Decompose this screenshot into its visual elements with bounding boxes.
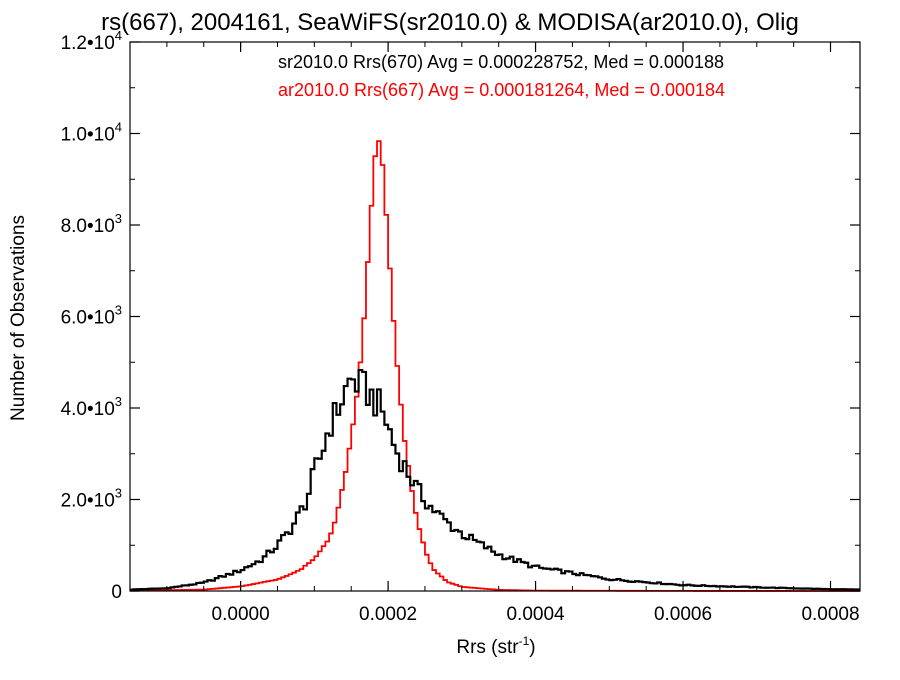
- series-layer: [130, 140, 860, 592]
- x-tick-label: 0.0008: [801, 604, 859, 625]
- y-tick-exponent: 4: [115, 28, 122, 43]
- y-tick-mantissa: 0: [111, 582, 122, 603]
- x-tick-label: 0.0006: [654, 604, 712, 625]
- y-tick-exponent: 3: [115, 303, 122, 318]
- y-tick-mantissa: 2.0•10: [61, 491, 115, 512]
- legend-entry-series-1: sr2010.0 Rrs(670) Avg = 0.000228752, Med…: [278, 52, 724, 72]
- y-tick-exponent: 4: [115, 120, 122, 135]
- plot-frame: [129, 41, 861, 592]
- y-tick-mantissa: 8.0•10: [61, 216, 115, 237]
- y-tick-mantissa: 4.0•10: [61, 399, 115, 420]
- ticks-layer: 0.0000 0.0002 0.0004 0.0006 0.000802.0•1034.…: [61, 28, 860, 625]
- y-tick-mantissa: 1.0•10: [61, 125, 115, 146]
- series-line-2: [130, 140, 860, 592]
- x-axis-label-close: ): [529, 637, 535, 658]
- y-tick-exponent: 3: [115, 211, 122, 226]
- y-tick-exponent: 3: [115, 394, 122, 409]
- y-tick-label: 1.0•104: [61, 120, 122, 146]
- x-axis-label: Rrs (str-1): [456, 634, 535, 658]
- y-tick-label: 4.0•103: [61, 394, 122, 420]
- y-tick-label: 2.0•103: [61, 486, 122, 512]
- y-tick-exponent: 3: [115, 486, 122, 501]
- x-axis-label-sup: -1: [519, 634, 530, 648]
- y-tick-label: 1.2•104: [61, 28, 122, 54]
- y-tick-label: 0: [111, 582, 122, 603]
- legend-entry-series-2: ar2010.0 Rrs(667) Avg = 0.000181264, Med…: [278, 80, 725, 100]
- y-tick-mantissa: 6.0•10: [61, 308, 115, 329]
- y-tick-label: 8.0•103: [61, 211, 122, 237]
- y-tick-mantissa: 1.2•10: [61, 33, 115, 54]
- y-tick-label: 6.0•103: [61, 303, 122, 329]
- x-tick-label: 0.0004: [506, 604, 565, 625]
- y-axis-label: Number of Observations: [8, 215, 29, 421]
- series-line-1: [130, 368, 860, 591]
- x-tick-label: 0.0002: [359, 604, 417, 625]
- x-axis-label-text: Rrs (str: [456, 637, 519, 658]
- x-tick-label: 0.0000: [212, 604, 270, 625]
- chart-title: rs(667), 2004161, SeaWiFS(sr2010.0) & MO…: [101, 9, 799, 36]
